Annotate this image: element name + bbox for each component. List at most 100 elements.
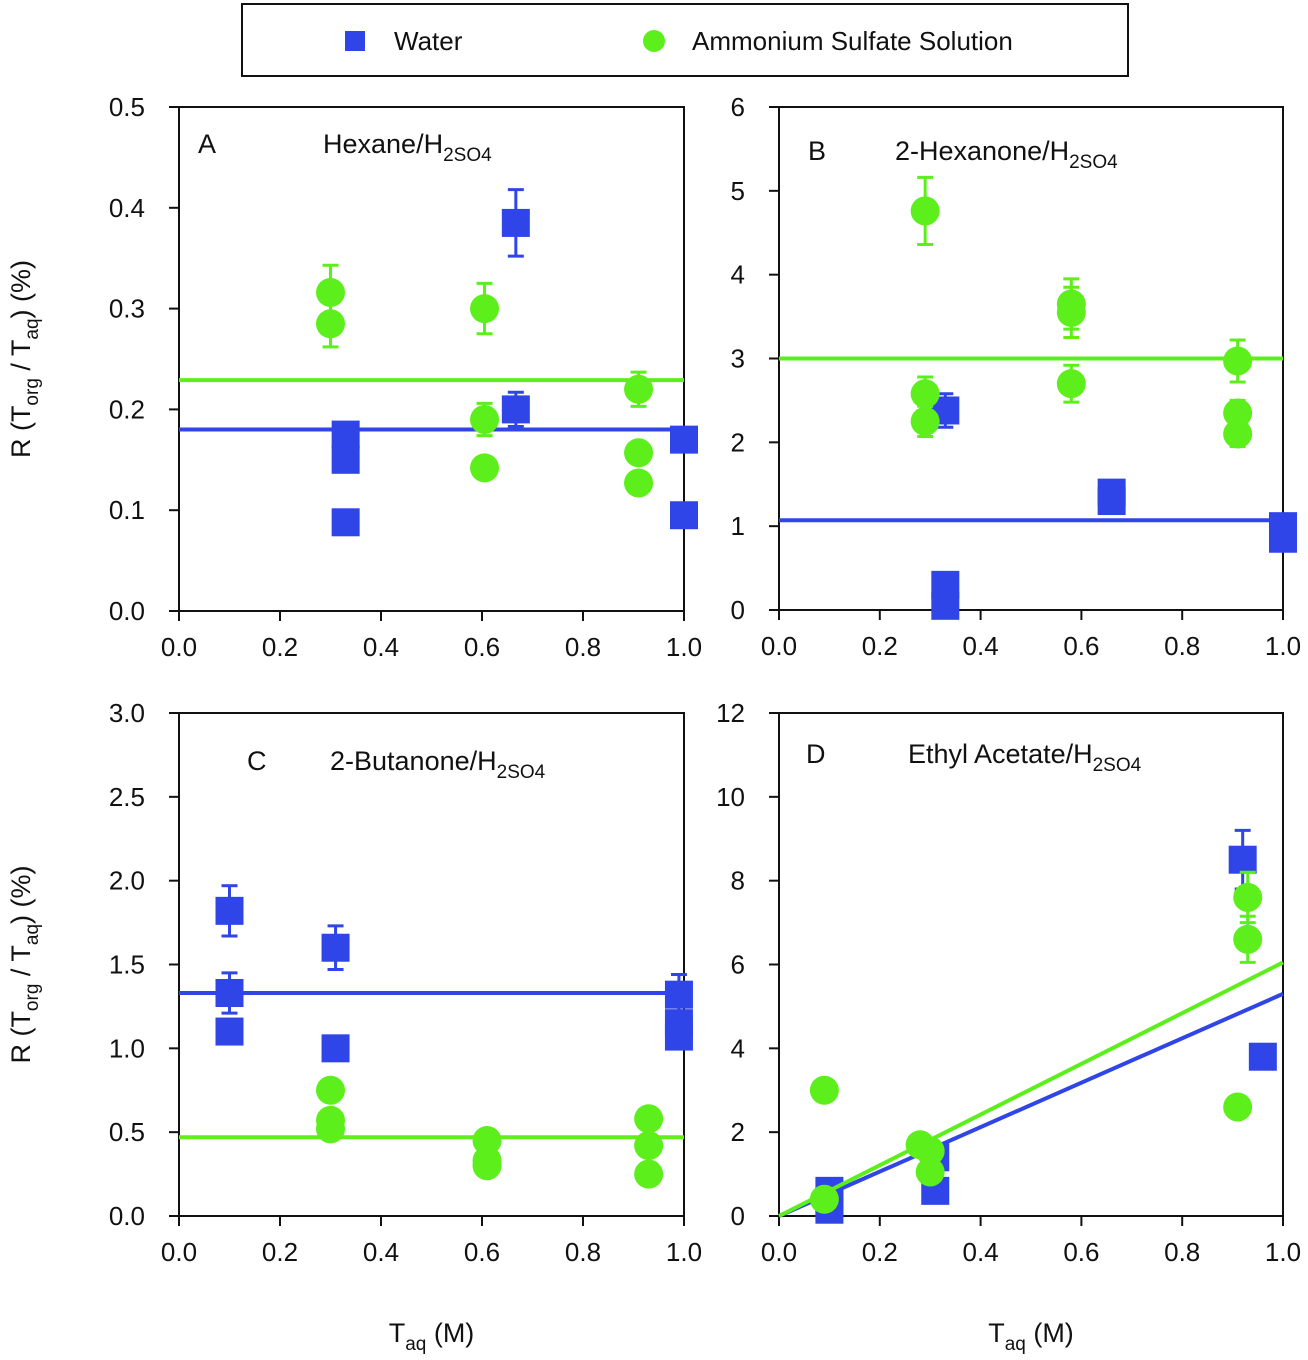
data-point-water — [215, 979, 244, 1008]
data-point-ammonium-sulfate — [809, 1075, 839, 1105]
data-point-ammonium-sulfate — [915, 1157, 945, 1187]
y-tick-label: 4 — [731, 260, 745, 290]
y-tick-label: 0.0 — [109, 1201, 145, 1231]
x-tick-label: 0.6 — [1063, 631, 1099, 661]
data-point-ammonium-sulfate — [634, 1131, 664, 1161]
data-point-water — [331, 420, 360, 449]
x-tick-label: 1.0 — [666, 1237, 702, 1267]
y-tick-label: 1 — [731, 511, 745, 541]
panel-title: Ethyl Acetate/H2SO​4​ — [908, 739, 1142, 776]
x-tick-label: 0.2 — [862, 631, 898, 661]
x-tick-label: 0.8 — [1164, 631, 1200, 661]
series-water — [179, 188, 698, 537]
panel-title: Hexane/H2SO​4​ — [323, 129, 492, 166]
data-point-water — [331, 445, 360, 474]
x-axis-label: Taq​ (M) — [988, 1318, 1074, 1355]
data-point-water — [670, 425, 698, 454]
y-tick-label: 0.0 — [109, 596, 145, 626]
data-point-water — [501, 208, 530, 237]
y-tick-label: 5 — [731, 176, 745, 206]
data-point-ammonium-sulfate — [1223, 1092, 1253, 1122]
data-point-ammonium-sulfate — [316, 1075, 345, 1105]
plot-frame — [178, 712, 685, 1217]
x-tick-label: 0.4 — [963, 1237, 999, 1267]
legend: Water Ammonium Sulfate Solution — [241, 3, 1129, 77]
data-point-ammonium-sulfate — [910, 196, 940, 226]
legend-water-marker — [345, 31, 365, 51]
y-tick-label: 6 — [731, 950, 745, 980]
y-tick-label: 0.3 — [109, 294, 145, 324]
series-ammonium-sulfate — [779, 175, 1283, 449]
data-point-water — [1248, 1042, 1277, 1071]
y-tick-label: 1.0 — [109, 1033, 145, 1063]
data-point-water — [501, 395, 530, 424]
plot-frame — [778, 712, 1284, 1217]
series-water — [179, 884, 693, 1063]
data-point-water — [331, 508, 360, 537]
y-tick-label: 0.5 — [109, 1117, 145, 1147]
x-tick-label: 0.6 — [464, 1237, 500, 1267]
data-point-ammonium-sulfate — [634, 1159, 664, 1189]
data-point-ammonium-sulfate — [1056, 297, 1086, 327]
x-tick-label: 0.8 — [565, 632, 601, 662]
legend-box — [241, 3, 1129, 77]
panel-label: C — [247, 746, 267, 776]
x-tick-label: 0.2 — [262, 632, 298, 662]
plot-frame — [178, 106, 685, 612]
data-point-ammonium-sulfate — [915, 1136, 945, 1166]
data-point-water — [1228, 845, 1257, 874]
fit-line — [778, 960, 1284, 1218]
x-tick-label: 0.4 — [963, 631, 999, 661]
x-tick-label: 0.0 — [161, 632, 197, 662]
series-water — [779, 392, 1297, 620]
series-ammonium-sulfate — [778, 870, 1284, 1218]
y-tick-label: 0 — [731, 595, 745, 625]
y-tick-label: 2 — [731, 427, 745, 457]
data-point-ammonium-sulfate — [316, 309, 345, 339]
y-tick-label: 3 — [731, 344, 745, 374]
y-tick-label: 4 — [731, 1033, 745, 1063]
x-tick-label: 0.8 — [565, 1237, 601, 1267]
data-point-ammonium-sulfate — [624, 468, 654, 498]
data-point-ammonium-sulfate — [1233, 924, 1263, 954]
y-tick-label: 0.4 — [109, 193, 145, 223]
x-tick-label: 0.2 — [862, 1237, 898, 1267]
data-point-water — [321, 1034, 350, 1063]
data-point-water — [664, 980, 693, 1009]
y-tick-label: 12 — [716, 698, 745, 728]
x-tick-label: 0.4 — [363, 1237, 399, 1267]
panel-C: 0.0 0.2 0.4 0.6 0.8 1.0 0.0 0.5 1.0 1.5 2.0 2.5 3.0 C… — [6, 698, 702, 1355]
data-point-water — [215, 896, 244, 925]
legend-ammonium-marker — [643, 30, 665, 52]
data-point-ammonium-sulfate — [624, 374, 654, 404]
data-point-ammonium-sulfate — [624, 438, 654, 468]
series-ammonium-sulfate — [179, 263, 684, 498]
data-point-water — [321, 933, 350, 962]
x-tick-label: 0.0 — [161, 1237, 197, 1267]
data-point-ammonium-sulfate — [910, 379, 940, 409]
y-tick-label: 3.0 — [109, 698, 145, 728]
y-tick-label: 0.5 — [109, 92, 145, 122]
data-point-water — [670, 501, 698, 530]
data-point-water — [1269, 524, 1297, 553]
x-tick-label: 0.0 — [761, 1237, 797, 1267]
series-ammonium-sulfate — [179, 1075, 684, 1189]
legend-water-label: Water — [394, 26, 463, 56]
panel-label: B — [808, 136, 826, 166]
data-point-ammonium-sulfate — [1056, 369, 1086, 399]
panel-D: 0.0 0.2 0.4 0.6 0.8 1.0 0 2 4 6 8 10 12 D Ethyl Acetat… — [716, 698, 1301, 1355]
data-point-water — [1097, 487, 1126, 516]
data-point-ammonium-sulfate — [1223, 419, 1253, 449]
data-point-water — [215, 1017, 244, 1046]
x-axis-label: Taq​ (M) — [389, 1318, 475, 1355]
panel-title: 2-Hexanone/H2SO​4​ — [895, 136, 1118, 173]
y-tick-label: 0.1 — [109, 495, 145, 525]
data-point-water — [931, 591, 960, 620]
y-tick-label: 2.0 — [109, 866, 145, 896]
x-tick-label: 0.4 — [363, 632, 399, 662]
y-axis-label: R (Torg​ / Taq​) (%) — [6, 865, 43, 1063]
data-point-ammonium-sulfate — [910, 406, 940, 436]
data-point-ammonium-sulfate — [809, 1184, 839, 1214]
data-point-ammonium-sulfate — [470, 453, 500, 483]
